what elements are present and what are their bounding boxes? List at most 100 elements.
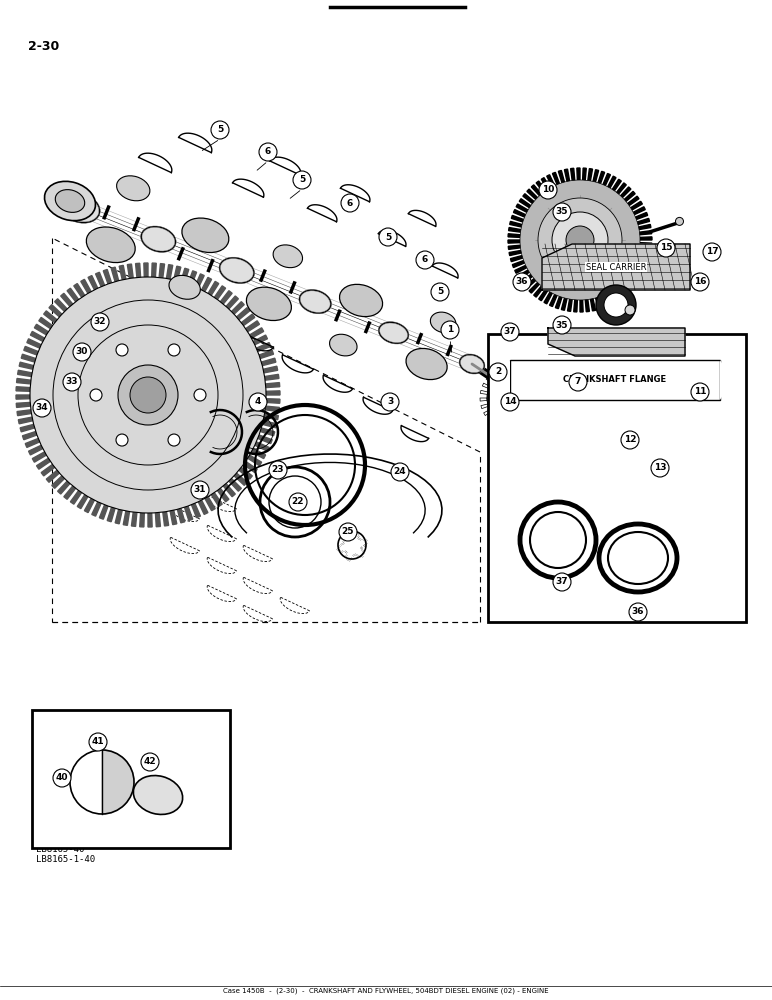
Polygon shape xyxy=(585,299,589,312)
Polygon shape xyxy=(266,391,280,395)
Circle shape xyxy=(53,769,71,787)
Polygon shape xyxy=(140,513,144,527)
Polygon shape xyxy=(558,170,564,183)
Circle shape xyxy=(501,323,519,341)
Circle shape xyxy=(691,383,709,401)
Polygon shape xyxy=(571,168,575,181)
Circle shape xyxy=(703,243,721,261)
Polygon shape xyxy=(185,506,193,521)
Circle shape xyxy=(341,194,359,212)
Polygon shape xyxy=(639,231,652,235)
Polygon shape xyxy=(621,187,631,198)
Text: 14: 14 xyxy=(503,397,516,406)
Polygon shape xyxy=(20,424,35,432)
Polygon shape xyxy=(70,490,82,504)
Polygon shape xyxy=(195,274,205,288)
Circle shape xyxy=(538,198,622,282)
Text: 11: 11 xyxy=(694,387,706,396)
Polygon shape xyxy=(252,449,266,459)
Polygon shape xyxy=(640,237,652,240)
Polygon shape xyxy=(516,204,528,212)
Ellipse shape xyxy=(406,348,447,380)
Polygon shape xyxy=(509,250,521,256)
Circle shape xyxy=(33,399,51,417)
Text: 4: 4 xyxy=(255,397,261,406)
Polygon shape xyxy=(259,350,273,359)
Polygon shape xyxy=(218,488,229,502)
Polygon shape xyxy=(16,402,31,407)
Ellipse shape xyxy=(460,355,484,373)
Text: 6: 6 xyxy=(347,198,353,208)
Polygon shape xyxy=(264,413,279,420)
Ellipse shape xyxy=(60,193,100,223)
Polygon shape xyxy=(245,321,259,332)
Polygon shape xyxy=(550,294,557,307)
Polygon shape xyxy=(17,410,32,416)
Circle shape xyxy=(73,343,91,361)
Polygon shape xyxy=(635,212,648,219)
Polygon shape xyxy=(537,181,546,192)
Circle shape xyxy=(30,277,266,513)
Ellipse shape xyxy=(430,312,456,333)
Text: 5: 5 xyxy=(437,288,443,296)
Polygon shape xyxy=(74,284,85,297)
Ellipse shape xyxy=(141,227,175,252)
Text: 37: 37 xyxy=(556,578,568,586)
Polygon shape xyxy=(58,481,70,494)
Polygon shape xyxy=(64,486,76,499)
Circle shape xyxy=(654,417,690,453)
Polygon shape xyxy=(509,227,521,232)
Polygon shape xyxy=(580,300,583,312)
Polygon shape xyxy=(638,224,651,230)
Text: 36: 36 xyxy=(631,607,645,616)
Polygon shape xyxy=(553,172,560,185)
Polygon shape xyxy=(32,452,46,462)
Polygon shape xyxy=(633,207,645,215)
Polygon shape xyxy=(637,218,649,224)
Text: 3: 3 xyxy=(387,397,393,406)
Polygon shape xyxy=(577,168,580,180)
Polygon shape xyxy=(608,176,616,188)
Polygon shape xyxy=(601,295,608,308)
Polygon shape xyxy=(41,464,55,476)
Ellipse shape xyxy=(340,284,383,317)
Polygon shape xyxy=(201,277,212,292)
Polygon shape xyxy=(510,221,522,227)
Text: 34: 34 xyxy=(36,403,49,412)
Circle shape xyxy=(569,373,587,391)
Ellipse shape xyxy=(460,355,484,373)
Text: 12: 12 xyxy=(624,436,636,444)
Ellipse shape xyxy=(182,218,229,253)
Polygon shape xyxy=(239,467,252,479)
Polygon shape xyxy=(265,406,279,412)
Text: 42: 42 xyxy=(144,758,156,766)
Circle shape xyxy=(640,403,704,467)
Polygon shape xyxy=(88,276,98,290)
Text: 31: 31 xyxy=(194,486,206,494)
Ellipse shape xyxy=(379,322,408,343)
Polygon shape xyxy=(19,362,34,369)
Polygon shape xyxy=(629,272,641,281)
Circle shape xyxy=(651,459,669,477)
Text: 32: 32 xyxy=(93,318,107,326)
Circle shape xyxy=(604,367,740,503)
Polygon shape xyxy=(636,258,648,265)
Circle shape xyxy=(116,344,128,356)
Polygon shape xyxy=(188,271,197,285)
Circle shape xyxy=(489,363,507,381)
Polygon shape xyxy=(131,512,137,526)
Bar xyxy=(510,360,720,400)
Polygon shape xyxy=(191,503,201,518)
Circle shape xyxy=(168,344,180,356)
Circle shape xyxy=(194,389,206,401)
Circle shape xyxy=(552,212,608,268)
Circle shape xyxy=(596,285,636,325)
Ellipse shape xyxy=(86,227,135,263)
Polygon shape xyxy=(593,170,598,182)
Polygon shape xyxy=(523,194,534,203)
Circle shape xyxy=(679,248,686,256)
Polygon shape xyxy=(243,461,257,473)
Circle shape xyxy=(168,434,180,446)
Polygon shape xyxy=(255,442,269,451)
Ellipse shape xyxy=(141,227,175,252)
